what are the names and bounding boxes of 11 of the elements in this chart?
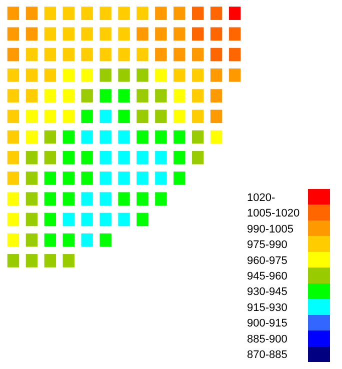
color-bar-label: 870-885 bbox=[247, 349, 288, 362]
color-bar-label: 990-1005 bbox=[247, 223, 294, 236]
color-bar-label: 900-915 bbox=[247, 318, 288, 330]
color-bar-label: 945-960 bbox=[247, 270, 288, 282]
color-bar-label: 1020- bbox=[247, 192, 276, 204]
color-bar-label: 915-930 bbox=[247, 302, 288, 314]
color-bar-label: 975-990 bbox=[247, 239, 288, 252]
color-bar-label: 930-945 bbox=[247, 286, 288, 298]
color-bar-label: 1005-1020 bbox=[247, 208, 300, 220]
color-bar-label: 960-975 bbox=[247, 254, 288, 267]
color-bar-label: 885-900 bbox=[247, 333, 288, 346]
